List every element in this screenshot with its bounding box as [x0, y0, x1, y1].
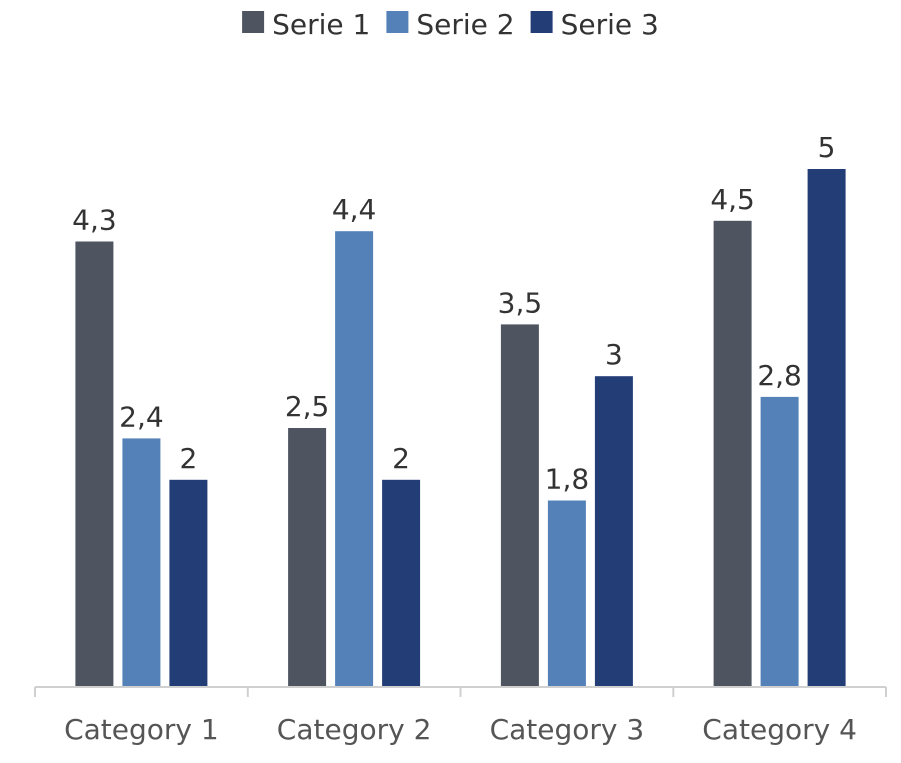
- bar-1-serie-3: [169, 479, 208, 687]
- data-label-4-serie-1: 4,5: [710, 183, 755, 216]
- data-label-3-serie-2: 1,8: [545, 463, 590, 496]
- bar-4-serie-1: [713, 220, 752, 688]
- bar-3-serie-2: [547, 500, 586, 687]
- bar-2-serie-1: [288, 428, 327, 687]
- legend-swatch-serie-1: [242, 11, 265, 33]
- legend-label-serie-3: Serie 3: [561, 8, 659, 41]
- bar-4-serie-3: [807, 169, 846, 687]
- legend-label-serie-2: Serie 2: [416, 8, 514, 41]
- bar-2-serie-3: [382, 479, 421, 687]
- x-tick-label-4: Category 4: [702, 713, 857, 746]
- legend-swatch-serie-2: [386, 11, 409, 33]
- bar-plot-area: [75, 169, 846, 688]
- bar-2-serie-2: [335, 231, 374, 687]
- data-label-1-serie-2: 2,4: [119, 400, 164, 433]
- data-label-4-serie-3: 5: [818, 131, 836, 164]
- legend-swatch-serie-3: [530, 11, 553, 33]
- data-label-3-serie-1: 3,5: [498, 286, 543, 319]
- legend-label-serie-1: Serie 1: [272, 8, 370, 41]
- chart-legend: Serie 1 Serie 2 Serie 3: [242, 8, 659, 41]
- bar-3-serie-1: [500, 324, 539, 687]
- x-tick-label-2: Category 2: [277, 713, 432, 746]
- data-labels: 4,3 2,4 2 2,5 4,4 2 3,5 1,8 3 4,5 2,8 5: [72, 131, 835, 496]
- x-tick-label-3: Category 3: [490, 713, 645, 746]
- bar-4-serie-2: [760, 396, 799, 687]
- x-axis: [34, 686, 887, 697]
- data-label-2-serie-3: 2: [392, 442, 410, 475]
- x-tick-label-1: Category 1: [64, 713, 219, 746]
- data-label-1-serie-3: 2: [179, 442, 197, 475]
- bar-1-serie-2: [122, 438, 161, 687]
- data-label-1-serie-1: 4,3: [72, 204, 117, 237]
- data-label-3-serie-3: 3: [605, 338, 623, 371]
- bar-1-serie-1: [75, 241, 114, 687]
- data-label-2-serie-2: 4,4: [332, 193, 377, 226]
- bar-3-serie-3: [594, 376, 633, 687]
- data-label-2-serie-1: 2,5: [285, 390, 330, 423]
- x-axis-tick-labels: Category 1 Category 2 Category 3 Category 4: [64, 713, 857, 746]
- data-label-4-serie-2: 2,8: [757, 359, 802, 392]
